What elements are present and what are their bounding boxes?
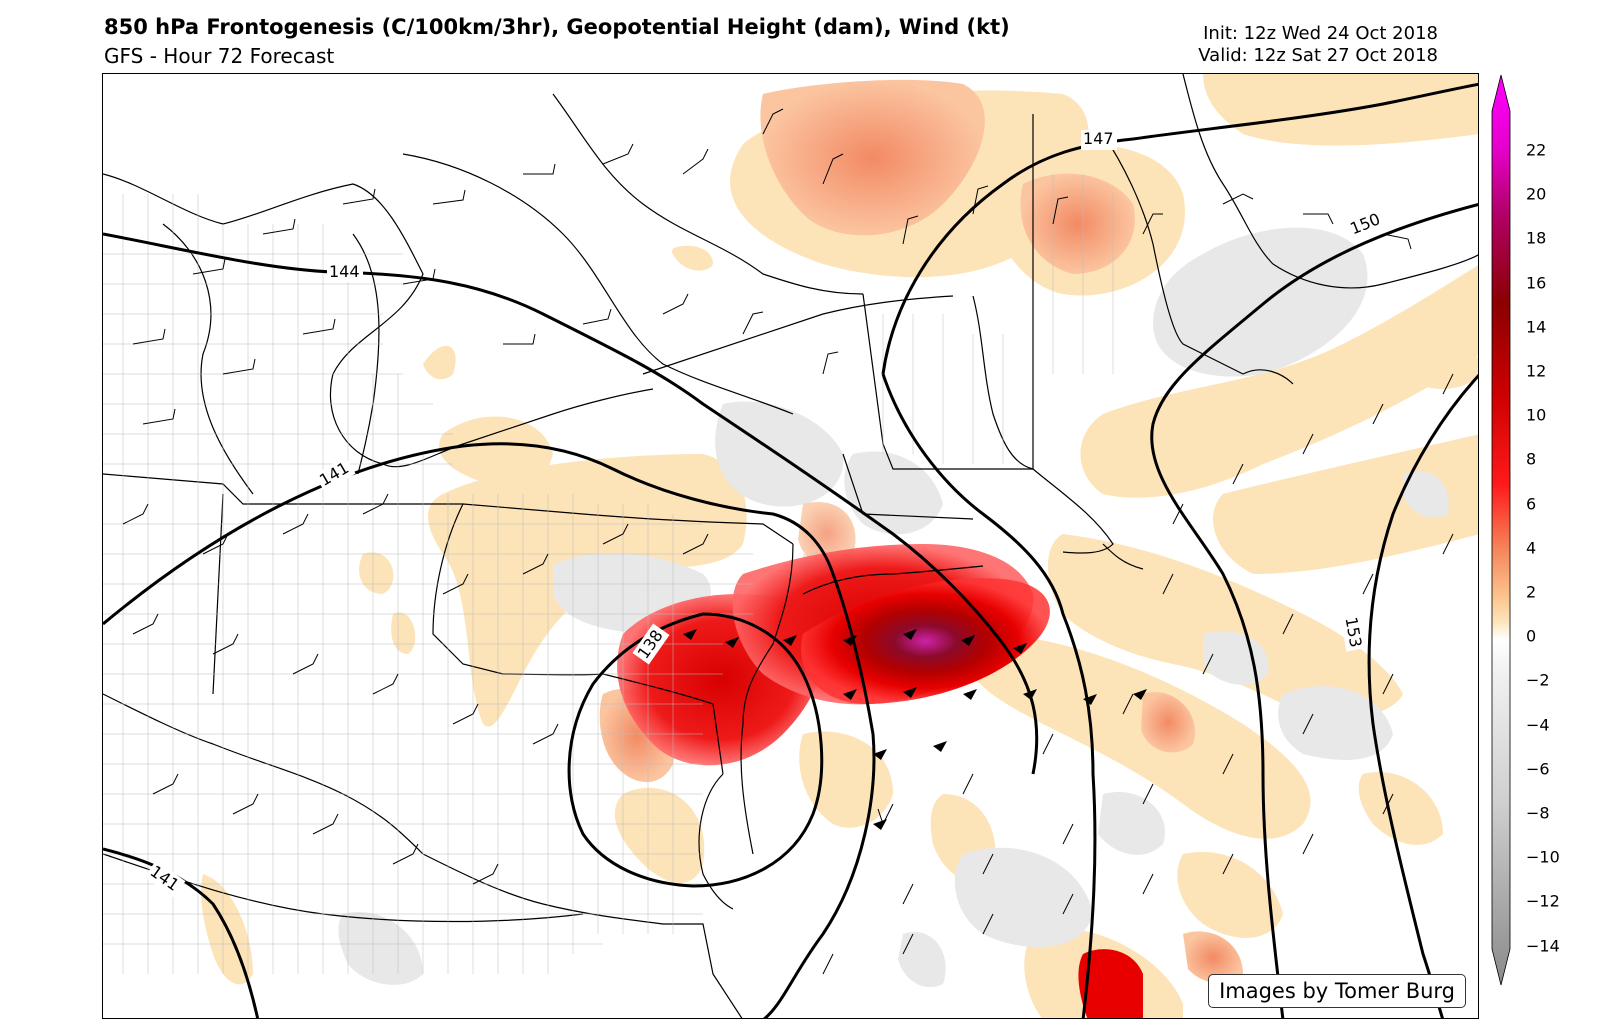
wind-flags	[683, 629, 1147, 830]
colorbar-gradient	[1491, 74, 1511, 986]
contour-150	[1150, 202, 1478, 1018]
contour-138	[567, 612, 824, 888]
map-canvas: 144 147 150 153 141 138 141	[103, 74, 1478, 1018]
forecast-map: 144 147 150 153 141 138 141 Images by To…	[102, 73, 1479, 1019]
wind-barbs	[122, 108, 1454, 975]
contour-labels: 144 147 150 153 141 138 141	[144, 129, 1387, 898]
init-time: Init: 12z Wed 24 Oct 2018	[1203, 23, 1438, 44]
colorbar-tick-label: 0	[1526, 626, 1537, 646]
colorbar-tick-label: −2	[1526, 670, 1550, 690]
contour-153	[1367, 373, 1478, 1018]
contour-label-147: 147	[1083, 129, 1114, 148]
colorbar-tick-label: 22	[1526, 140, 1547, 160]
valid-time: Valid: 12z Sat 27 Oct 2018	[1198, 45, 1438, 66]
colorbar-tick-label: −10	[1526, 847, 1560, 867]
colorbar-tick-label: 6	[1526, 494, 1537, 514]
colorbar-tick-label: −8	[1526, 803, 1550, 823]
colorbar-tick-label: 14	[1526, 317, 1547, 337]
colorbar-tick-label: 2	[1526, 582, 1537, 602]
colorbar-tick-label: 8	[1526, 449, 1537, 469]
colorbar-tick-label: 16	[1526, 273, 1547, 293]
contour-141	[103, 442, 876, 1018]
contour-147	[881, 82, 1478, 375]
county-lines	[103, 174, 1114, 974]
image-credit: Images by Tomer Burg	[1208, 974, 1466, 1008]
frontogenesis-weak-shading	[201, 74, 1478, 1018]
colorbar-tick-label: −12	[1526, 891, 1560, 911]
contour-144	[103, 232, 1039, 775]
contour-147-south	[881, 373, 1097, 1018]
colorbar-tick-label: 4	[1526, 538, 1537, 558]
map-title: 850 hPa Frontogenesis (C/100km/3hr), Geo…	[104, 15, 1010, 39]
colorbar-tick-label: 12	[1526, 361, 1547, 381]
height-contours	[103, 82, 1478, 1018]
colorbar-tick-label: −14	[1526, 936, 1560, 956]
colorbar-tick-label: 18	[1526, 228, 1547, 248]
map-subtitle: GFS - Hour 72 Forecast	[104, 44, 335, 68]
colorbar-tick-label: 20	[1526, 184, 1547, 204]
colorbar-tick-label: −6	[1526, 759, 1550, 779]
colorbar-tick-label: −4	[1526, 715, 1550, 735]
colorbar	[1491, 74, 1511, 986]
contour-141-sw	[103, 847, 260, 1018]
colorbar-tick-label: 10	[1526, 405, 1547, 425]
contour-label-144: 144	[329, 262, 360, 281]
map-boundaries	[103, 74, 1478, 1018]
